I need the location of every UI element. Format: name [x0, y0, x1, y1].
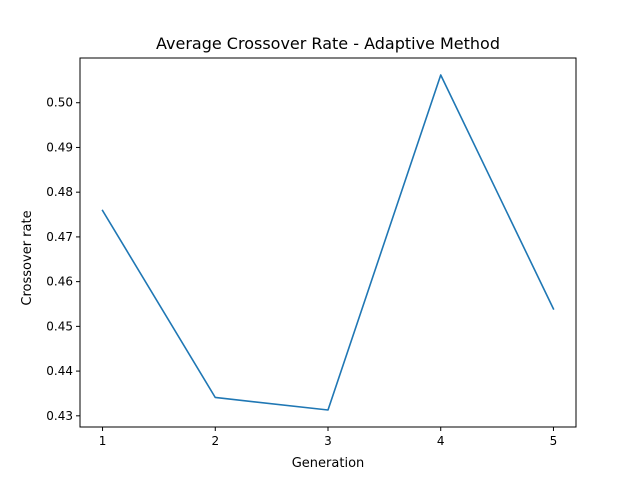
x-tick-label: 2 — [211, 434, 219, 448]
y-axis-ticks: 0.43 0.44 0.45 0.46 0.47 0.48 0.49 0.50 — [46, 96, 80, 423]
chart-title: Average Crossover Rate - Adaptive Method — [156, 34, 500, 53]
series-line — [101, 74, 555, 411]
y-axis-label: Crossover rate — [20, 210, 35, 305]
x-axis-ticks: 1 2 3 4 5 — [99, 427, 558, 448]
x-tick-label: 1 — [99, 434, 107, 448]
x-tick-label: 4 — [437, 434, 445, 448]
plot-series — [101, 74, 555, 411]
plot-frame — [79, 57, 577, 428]
x-tick-label: 5 — [550, 434, 558, 448]
x-tick-label: 3 — [324, 434, 332, 448]
y-tick-label: 0.50 — [46, 96, 73, 110]
y-tick-label: 0.45 — [46, 319, 73, 333]
y-tick-label: 0.49 — [46, 140, 73, 154]
y-tick-label: 0.44 — [46, 364, 73, 378]
y-tick-label: 0.48 — [46, 185, 73, 199]
y-tick-label: 0.47 — [46, 230, 73, 244]
y-tick-label: 0.43 — [46, 409, 73, 423]
x-axis-label: Generation — [292, 456, 365, 471]
y-tick-label: 0.46 — [46, 275, 73, 289]
